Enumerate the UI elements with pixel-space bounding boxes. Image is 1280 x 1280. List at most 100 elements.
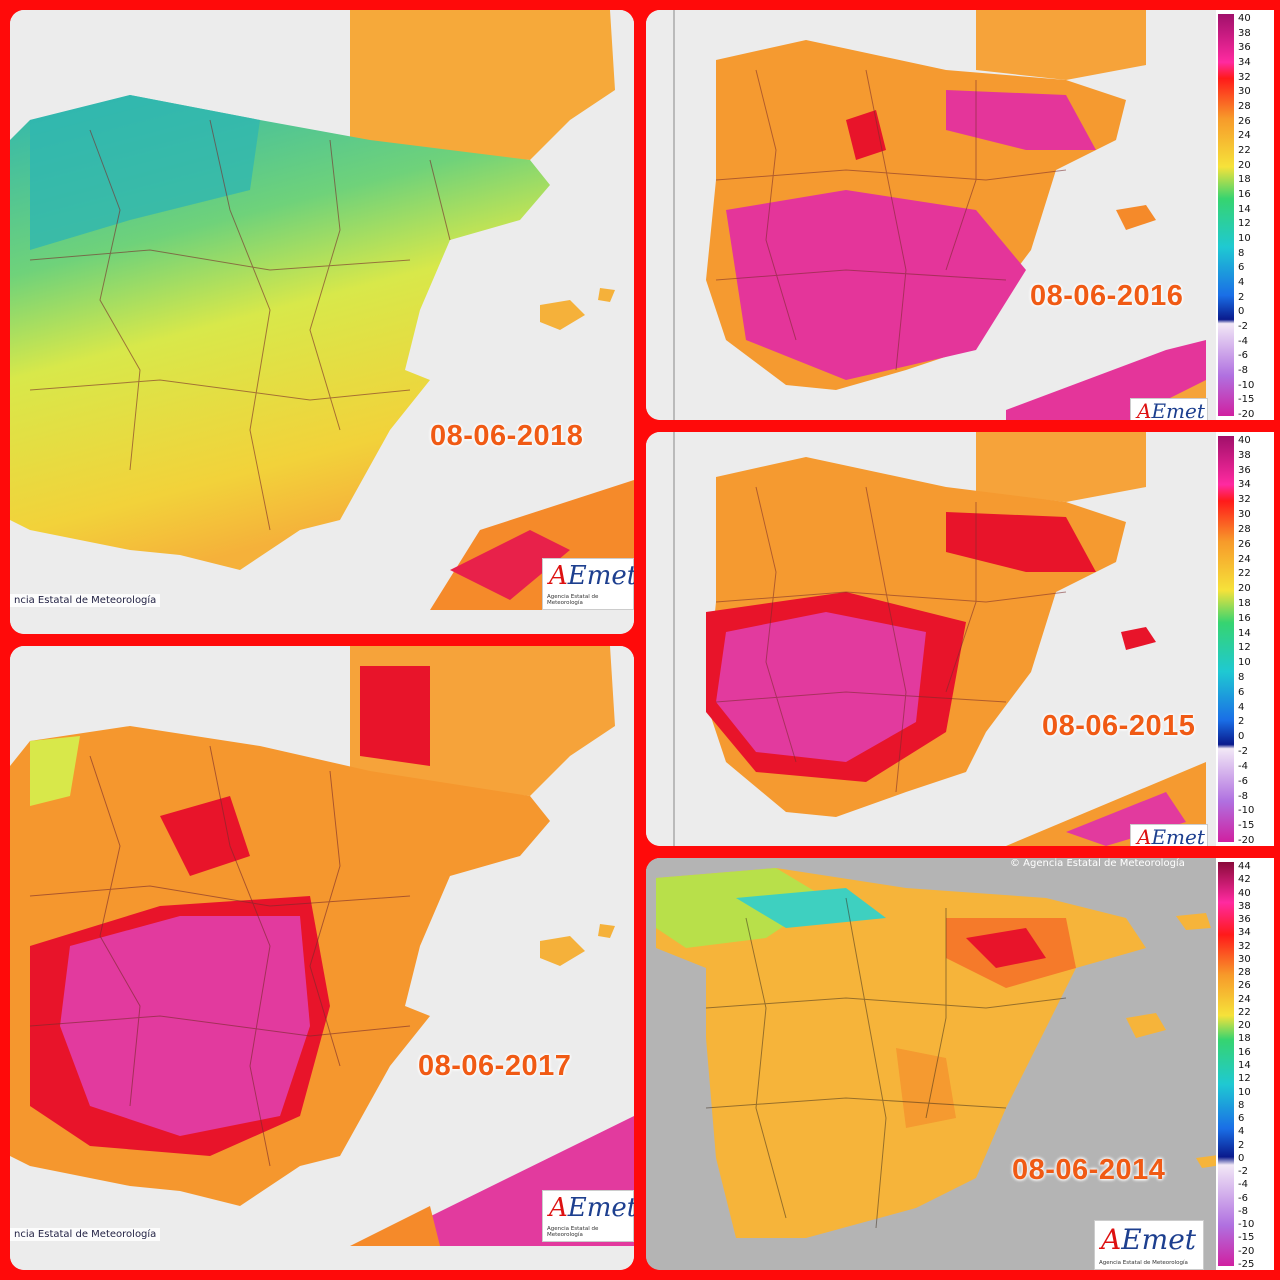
legend-tick-label: 6 [1238, 686, 1245, 698]
legend-tick-label: -20 [1238, 835, 1255, 846]
map-panel-2018: 08-06-2018 ncia Estatal de Meteorología … [10, 10, 634, 634]
legend-tick-label: -6 [1238, 1192, 1248, 1204]
map-panel-2015: 08-06-2015 AEmet [646, 432, 1270, 846]
legend-tick-label: 34 [1238, 479, 1251, 491]
legend-tick-label: -25 [1238, 1259, 1255, 1270]
legend-tick-label: 2 [1238, 291, 1245, 303]
agency-credit: © Agencia Estatal de Meteorología [1010, 858, 1185, 869]
legend-tick-label: -4 [1238, 335, 1248, 347]
legend-tick-label: 42 [1238, 874, 1251, 886]
legend-tick-label: 0 [1238, 306, 1245, 318]
legend-tick-label: 20 [1238, 1020, 1251, 1032]
aemet-logo-subtitle: Agencia Estatal de Meteorología [547, 594, 599, 606]
legend-tick-label: 34 [1238, 927, 1251, 939]
date-label: 08-06-2017 [418, 1050, 572, 1082]
legend-tick-label: -4 [1238, 760, 1248, 772]
legend-tick-label: 4 [1238, 1126, 1245, 1138]
legend-tick-label: 30 [1238, 953, 1251, 965]
legend-tick-label: 36 [1238, 42, 1251, 54]
legend-tick-label: 30 [1238, 509, 1251, 521]
legend-tick-label: -10 [1238, 1219, 1255, 1231]
legend-tick-label: -8 [1238, 1205, 1248, 1217]
legend-tick-label: 8 [1238, 1099, 1245, 1111]
legend-tick-label: 38 [1238, 900, 1251, 912]
legend-tick-label: 36 [1238, 464, 1251, 476]
legend-tick-label: 22 [1238, 568, 1251, 580]
aemet-logo: AEmet Agencia Estatal de Meteorología [542, 1190, 634, 1242]
legend-tick-label: 16 [1238, 189, 1251, 200]
temperature-map-2014 [646, 858, 1270, 1270]
legend-tick-label: -20 [1238, 1245, 1255, 1257]
legend-tick-label: 4 [1238, 701, 1245, 713]
legend-tick-label: 2 [1238, 1139, 1245, 1151]
temperature-legend-top: 40 38 36 34 32 30 28 26 24 22 20 18 16 14 12 10 8 6 4 2 0 -2-… [1216, 10, 1274, 420]
legend-tick-label: 40 [1238, 435, 1251, 446]
aemet-logo-mark: AEmet [1137, 825, 1205, 846]
temperature-map-2017 [10, 646, 634, 1270]
aemet-logo: AEmet [1130, 824, 1208, 846]
legend-tick-label: 6 [1238, 262, 1245, 274]
aemet-logo-subtitle: Agencia Estatal de Meteorología [1099, 1260, 1188, 1266]
legend-tick-label: -4 [1238, 1179, 1248, 1191]
legend-tick-label: 14 [1238, 1060, 1251, 1071]
date-label: 08-06-2014 [1012, 1154, 1166, 1186]
aemet-logo: AEmet Agencia Estatal de Meteorología [542, 558, 634, 610]
legend-tick-label: -6 [1238, 775, 1248, 787]
legend-tick-label: 16 [1238, 1046, 1251, 1058]
legend-tick-label: -2 [1238, 1166, 1248, 1178]
legend-tick-label: 32 [1238, 940, 1251, 952]
legend-tick-label: 28 [1238, 101, 1251, 112]
agency-credit: ncia Estatal de Meteorología [10, 1228, 161, 1241]
legend-color-bar [1218, 14, 1234, 416]
legend-tick-label: 6 [1238, 1113, 1245, 1125]
legend-tick-label: -20 [1238, 409, 1255, 420]
legend-tick-label: 36 [1238, 914, 1251, 926]
legend-tick-label: 4 [1238, 277, 1245, 288]
temperature-map-2016 [646, 10, 1270, 420]
legend-tick-label: 10 [1238, 233, 1251, 244]
legend-tick-label: 14 [1238, 627, 1251, 639]
legend-tick-label: 18 [1238, 174, 1251, 186]
agency-credit: ncia Estatal de Meteorología [10, 594, 161, 607]
legend-tick-label: -15 [1238, 820, 1255, 832]
legend-tick-label: 22 [1238, 145, 1251, 156]
temperature-legend-bottom: 44 42 40 38 36 34 32 30 28 26 24 22 20 18 16 14 12 10 8 6 4 2… [1216, 858, 1274, 1270]
date-label: 08-06-2015 [1042, 710, 1196, 742]
legend-tick-label: 32 [1238, 71, 1251, 83]
aemet-logo-subtitle: Agencia Estatal de Meteorología [547, 1226, 599, 1238]
legend-tick-label: -15 [1238, 394, 1255, 406]
legend-tick-label: 8 [1238, 247, 1245, 259]
temperature-map-2018 [10, 10, 634, 634]
aemet-logo: AEmet [1130, 398, 1208, 420]
legend-tick-label: 30 [1238, 86, 1251, 98]
legend-tick-label: 24 [1238, 993, 1251, 1005]
legend-tick-label: -10 [1238, 805, 1255, 817]
legend-color-bar [1218, 436, 1234, 842]
legend-tick-label: 12 [1238, 1073, 1251, 1085]
legend-tick-label: 18 [1238, 597, 1251, 609]
legend-tick-label: 40 [1238, 887, 1251, 899]
legend-tick-label: 24 [1238, 130, 1251, 142]
aemet-logo: AEmet Agencia Estatal de Meteorología [1094, 1220, 1204, 1270]
legend-tick-label: 12 [1238, 642, 1251, 654]
legend-color-bar [1218, 862, 1234, 1266]
legend-tick-label: 32 [1238, 494, 1251, 506]
legend-tick-label: 28 [1238, 967, 1251, 979]
aemet-logo-mark: AEmet [1101, 1223, 1197, 1256]
aemet-logo-mark: AEmet [549, 561, 634, 591]
legend-tick-label: 26 [1238, 980, 1251, 992]
legend-tick-label: -6 [1238, 350, 1248, 362]
legend-tick-label: 44 [1238, 861, 1251, 872]
legend-tick-label: 8 [1238, 672, 1245, 684]
legend-tick-label: 38 [1238, 27, 1251, 39]
legend-tick-label: 20 [1238, 159, 1251, 171]
legend-tick-label: 0 [1238, 1152, 1245, 1164]
legend-tick-label: 2 [1238, 716, 1245, 728]
legend-tick-label: -2 [1238, 321, 1248, 332]
legend-tick-label: 12 [1238, 218, 1251, 230]
legend-tick-label: 38 [1238, 449, 1251, 461]
map-panel-2014: © Agencia Estatal de Meteorología 08-06-… [646, 858, 1270, 1270]
date-label: 08-06-2016 [1030, 280, 1184, 312]
legend-tick-label: 26 [1238, 115, 1251, 127]
legend-tick-label: -10 [1238, 379, 1255, 391]
